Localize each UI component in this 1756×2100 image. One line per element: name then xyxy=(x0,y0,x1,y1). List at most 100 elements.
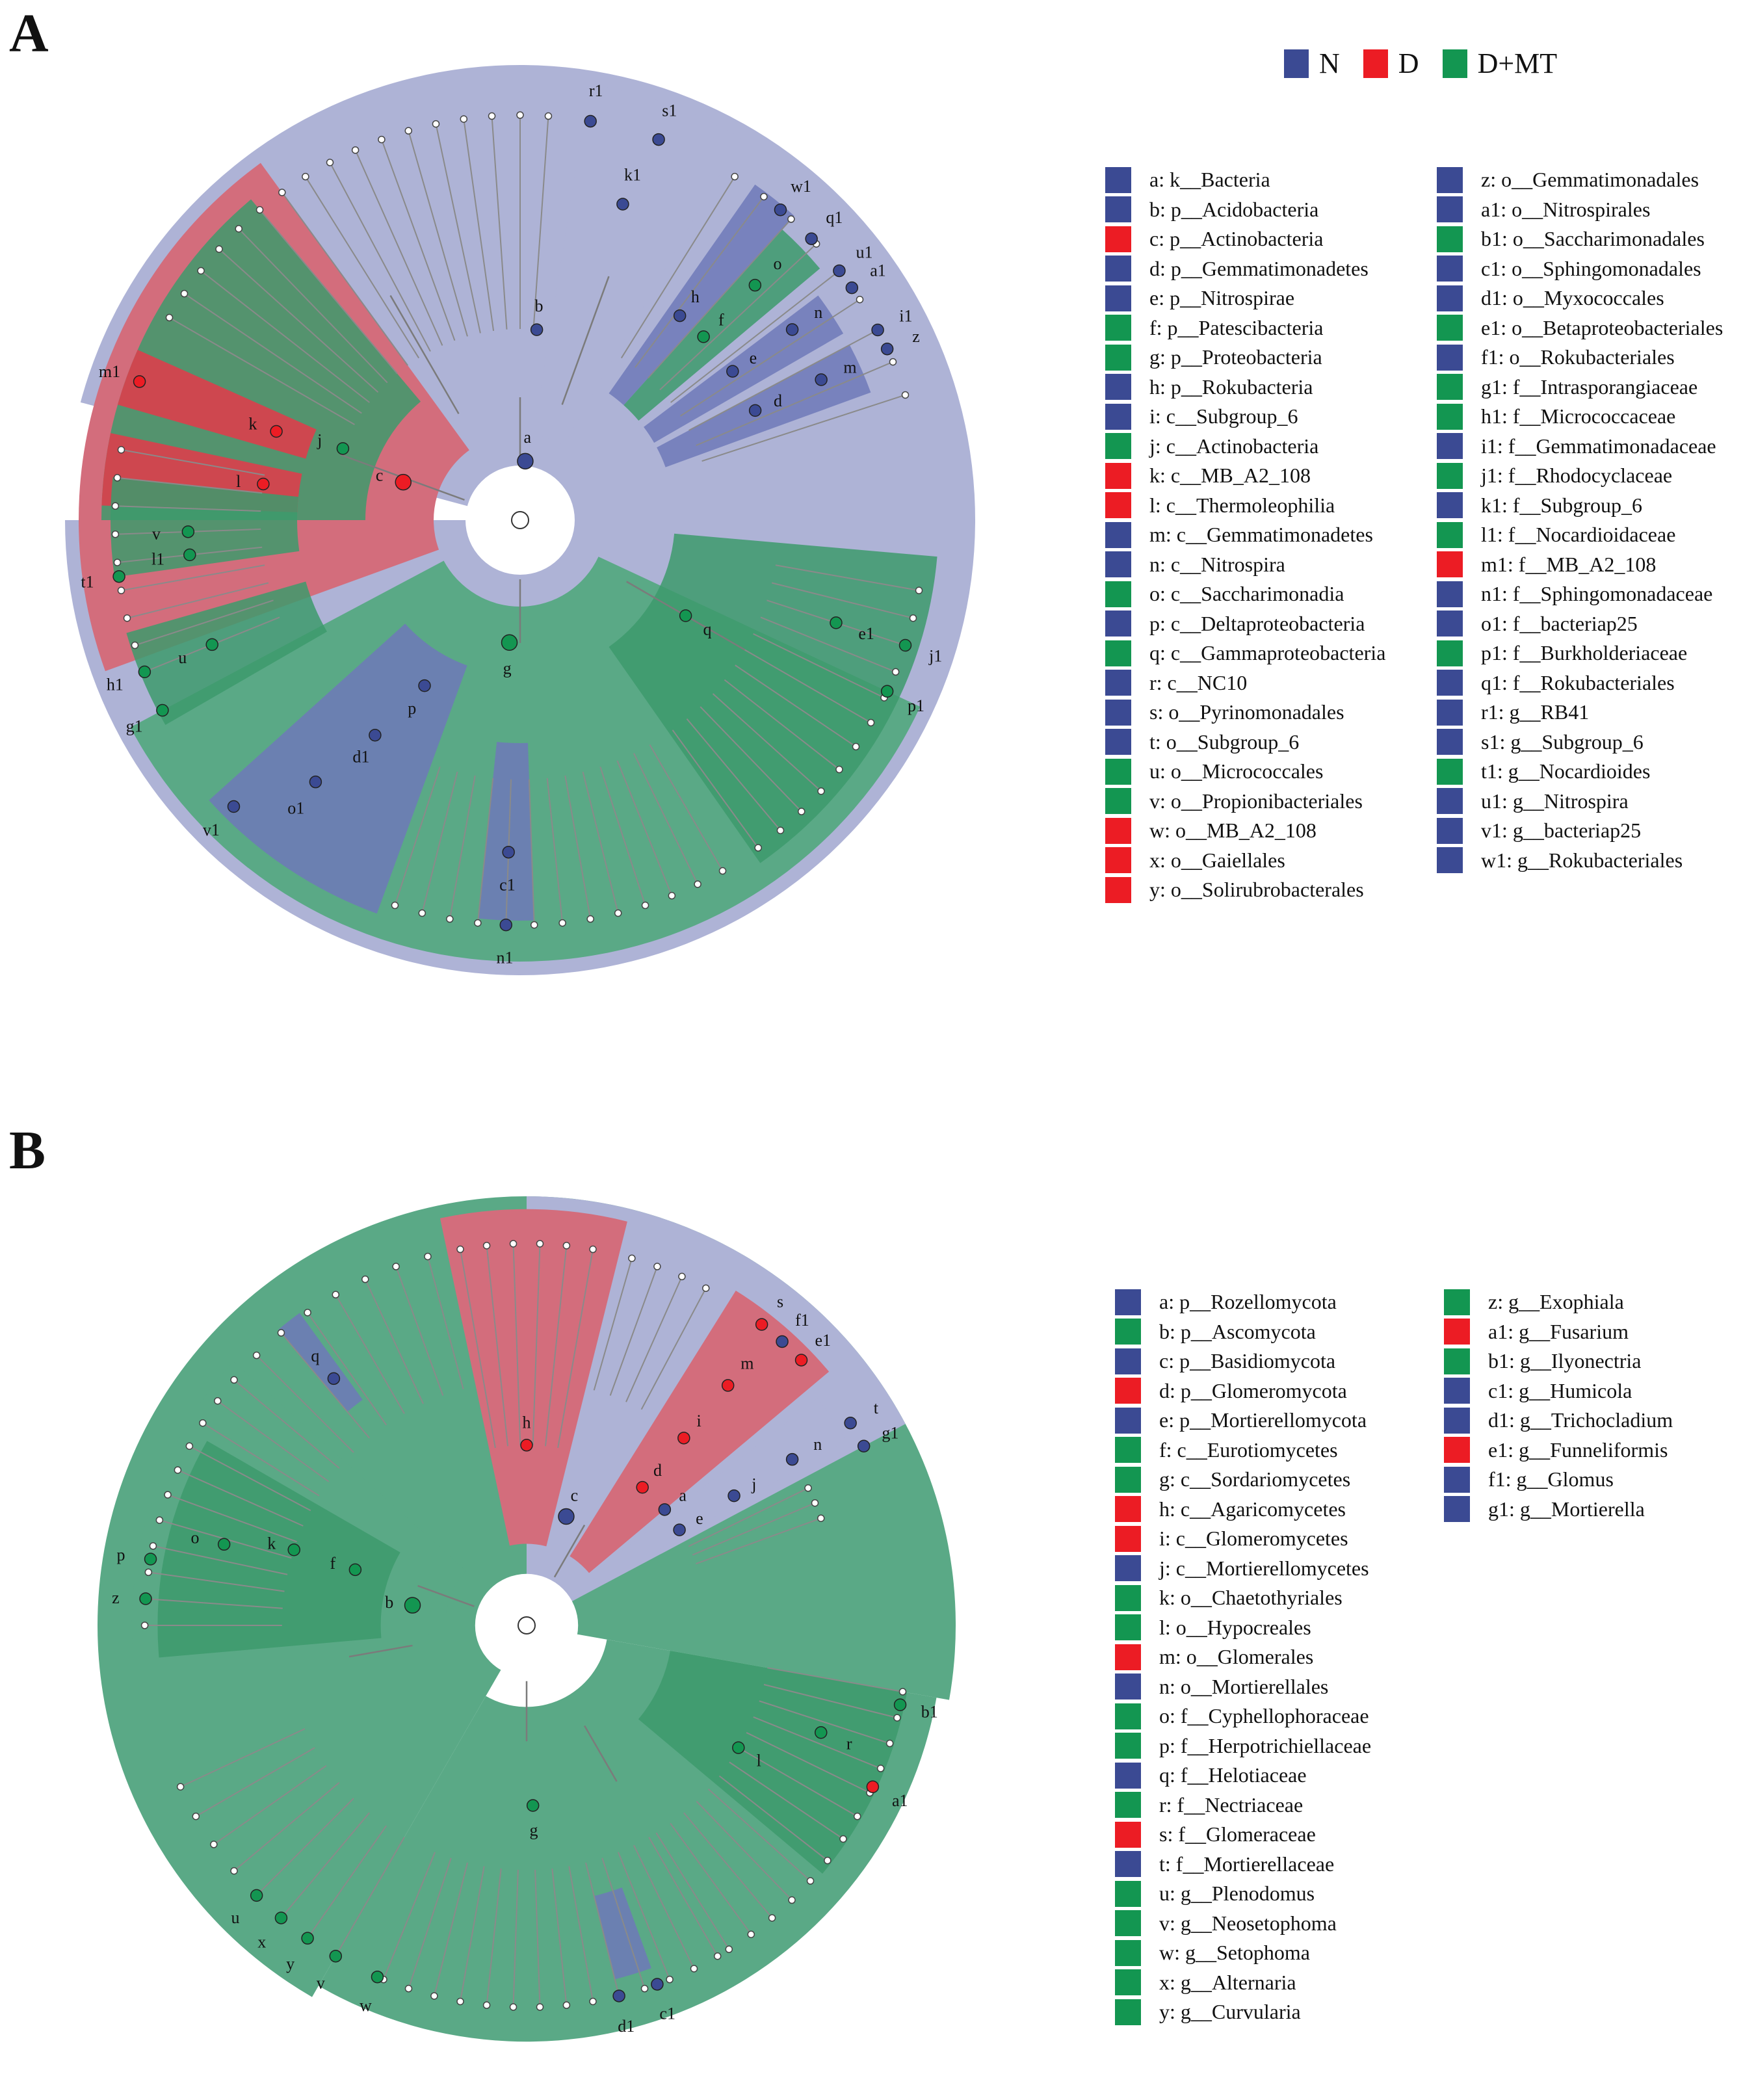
cladogram-bacteria: a b c g q p j l k hf e d o n m a1 z u v c1 n1 o1 d1 e1 j1 p1 t1 v1 m… xyxy=(65,64,975,975)
legend-row: h: p__Rokubacteria xyxy=(1105,373,1437,402)
tree-node xyxy=(111,502,120,510)
legend-row: k: c__MB_A2_108 xyxy=(1105,461,1437,491)
legend-label: n: o__Mortierellales xyxy=(1159,1674,1329,1698)
legend-row: f1: g__Glomus xyxy=(1444,1465,1756,1495)
biomarker-node xyxy=(301,1932,314,1945)
node-label: o xyxy=(190,1528,199,1547)
tree-branch xyxy=(701,394,906,462)
legend-label: b1: o__Saccharimonadales xyxy=(1481,227,1705,251)
legend-swatch xyxy=(1437,226,1463,252)
legend-label: d: p__Glomeromycota xyxy=(1159,1378,1347,1402)
tree-node xyxy=(252,1351,261,1359)
tree-node xyxy=(562,1242,571,1250)
tree-branch xyxy=(117,477,263,494)
tree-branch xyxy=(189,1445,311,1512)
legend-label: u: g__Plenodomus xyxy=(1159,1882,1315,1906)
legend-row: p: c__Deltaproteobacteria xyxy=(1105,609,1437,639)
tree-branch xyxy=(609,1266,658,1396)
tree-branch xyxy=(635,196,765,368)
legend-label: f: c__Eurotiomycetes xyxy=(1159,1437,1338,1462)
legend-label: o: f__Cyphellophoraceae xyxy=(1159,1704,1369,1728)
tree-node xyxy=(256,206,264,214)
tree-branch xyxy=(551,1869,568,2006)
tree-branch xyxy=(686,718,781,831)
legend-label: v1: g__bacteriap25 xyxy=(1481,819,1642,843)
legend-label: a1: g__Fusarium xyxy=(1488,1319,1629,1343)
biomarker-node xyxy=(499,918,513,932)
tree-node xyxy=(430,1992,438,2000)
biomarker-node xyxy=(776,1335,789,1348)
node-label: h xyxy=(691,287,700,306)
tree-branch xyxy=(616,760,673,897)
legend-row: l1: f__Nocardioidaceae xyxy=(1437,520,1756,550)
legend-row: n: c__Nitrospira xyxy=(1105,550,1437,580)
clade-sector xyxy=(278,1313,363,1412)
legend-row: v1: g__bacteriap25 xyxy=(1437,816,1756,846)
legend-label: o: c__Saccharimonadia xyxy=(1149,582,1344,606)
node-label: y xyxy=(286,1954,295,1973)
legend-swatch xyxy=(1115,1555,1141,1582)
tree-branch xyxy=(435,124,481,334)
tree-branch xyxy=(238,228,388,384)
biomarker-node xyxy=(893,1698,907,1711)
legend-label: l: o__Hypocreales xyxy=(1159,1615,1311,1639)
legend-row: f: c__Eurotiomycetes xyxy=(1115,1436,1444,1465)
legend-label: g: p__Proteobacteria xyxy=(1149,345,1322,369)
biomarker-node xyxy=(732,1741,745,1754)
tree-branch xyxy=(282,192,409,366)
tree-branch xyxy=(532,116,549,330)
biomarker-node xyxy=(257,477,270,491)
legend-swatch xyxy=(1115,1999,1141,2025)
tree-branch xyxy=(395,1266,444,1396)
tree-node xyxy=(589,1245,597,1253)
legend-swatch xyxy=(1105,581,1131,607)
group-label: N xyxy=(1319,47,1340,79)
group-legend: N D D+MT xyxy=(1284,47,1557,80)
legend-swatch xyxy=(1444,1319,1470,1345)
legend-row: e1: o__Betaproteobacteriales xyxy=(1437,313,1756,343)
tree-branch xyxy=(127,582,269,619)
legend-label: l1: f__Nocardioidaceae xyxy=(1481,523,1676,547)
biomarker-node xyxy=(785,1452,799,1466)
legend-swatch xyxy=(1437,729,1463,755)
tree-branch xyxy=(692,1502,815,1556)
tree-branch xyxy=(213,1765,327,1845)
clade-sector xyxy=(209,623,467,914)
node-label: o xyxy=(773,254,781,273)
legend-label: e1: g__Funneliformis xyxy=(1488,1437,1668,1462)
legend-row: a: p__Rozellomycota xyxy=(1115,1287,1444,1317)
node-label: r xyxy=(846,1735,852,1753)
legend-row: j: c__Actinobacteria xyxy=(1105,432,1437,462)
biomarker-node xyxy=(227,800,241,813)
tree-node xyxy=(278,189,286,196)
legend-label: h: p__Rokubacteria xyxy=(1149,374,1313,399)
biomarker-node xyxy=(348,1563,362,1577)
tree-node xyxy=(456,1245,464,1253)
tree-branch xyxy=(380,139,456,341)
tree-node xyxy=(867,718,875,727)
biomarker-node xyxy=(845,281,859,295)
legend-label: r: f__Nectriaceae xyxy=(1159,1792,1304,1817)
legend-row: l: o__Hypocreales xyxy=(1115,1613,1444,1643)
tree-branch xyxy=(121,449,265,476)
biomarker-node xyxy=(833,264,846,278)
biomarker-node xyxy=(139,1592,152,1605)
legend-label: x: g__Alternaria xyxy=(1159,1970,1296,1994)
legend-label: c1: g__Humicola xyxy=(1488,1378,1632,1402)
group-legend-item: D xyxy=(1363,47,1419,80)
tree-node xyxy=(788,1896,796,1904)
node-label: a1 xyxy=(870,261,886,280)
tree-branch xyxy=(557,1249,594,1449)
biomarker-node xyxy=(721,1379,735,1392)
legend-label: t: o__Subgroup_6 xyxy=(1149,729,1300,754)
tree-node xyxy=(180,289,189,298)
legend-row: o: c__Saccharimonadia xyxy=(1105,579,1437,609)
biomarker-node xyxy=(651,1978,664,1991)
tree-branch xyxy=(486,1869,502,2006)
node-label: e xyxy=(696,1509,703,1528)
biomarker-node xyxy=(144,1553,157,1566)
tree-branch xyxy=(670,270,840,403)
legend-row: t: f__Mortierellaceae xyxy=(1115,1850,1444,1880)
tree-node xyxy=(155,1516,164,1524)
biomarker-node xyxy=(755,1318,768,1331)
